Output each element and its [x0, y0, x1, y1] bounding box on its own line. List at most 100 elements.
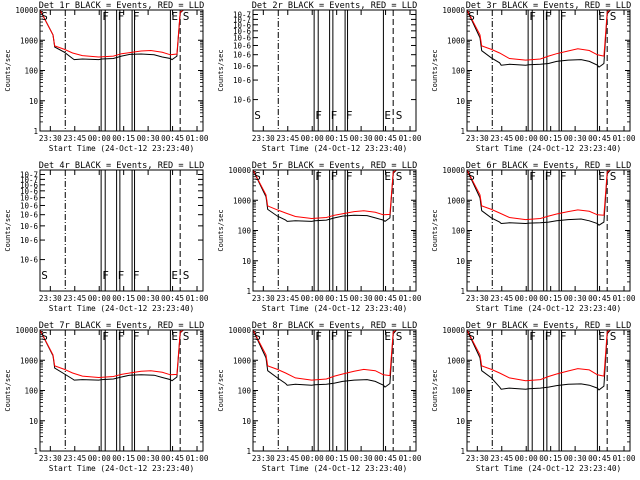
marker-letter: E [598, 330, 605, 343]
y-tick-label: 10000 [442, 6, 465, 15]
y-tick-label: 10 [242, 417, 252, 426]
y-tick-label: 10-6 [20, 194, 39, 203]
marker-letter: F [331, 330, 338, 343]
marker-letter: F [545, 170, 552, 183]
x-tick-label: 00:45 [588, 294, 611, 303]
x-tick-label: 00:30 [137, 454, 160, 463]
x-tick-label: 00:00 [301, 134, 324, 143]
y-tick-label: 10-6 [20, 256, 39, 265]
marker-letter: S [183, 330, 190, 343]
marker-letter: S [254, 330, 261, 343]
marker-letter: S [254, 170, 261, 183]
x-tick-label: 23:30 [466, 294, 489, 303]
marker-letter: F [315, 170, 322, 183]
x-tick-label: 01:00 [613, 134, 636, 143]
panel-title: Det 5r BLACK = Events, RED = LLD [252, 161, 418, 171]
x-tick-label: 23:30 [466, 454, 489, 463]
marker-letter: F [133, 10, 140, 23]
y-tick-label: 10000 [228, 166, 251, 175]
x-tick-label: 00:45 [161, 454, 184, 463]
marker-letter: S [468, 10, 475, 23]
x-tick-label: 00:30 [137, 134, 160, 143]
panel-title: Det 2r BLACK = Events, RED = LLD [252, 1, 418, 11]
plot-frame [252, 9, 417, 132]
series-lld [466, 329, 611, 382]
marker-letter: S [183, 269, 190, 282]
y-tick-label: 100 [451, 67, 465, 76]
panel-det-3: Det 3r BLACK = Events, RED = LLD Counts/s… [431, 1, 636, 153]
panel-title: Det 1r BLACK = Events, RED = LLD [39, 1, 205, 11]
panel-det-9: Det 9r BLACK = Events, RED = LLD Counts/s… [431, 321, 636, 473]
x-tick-label: 00:45 [374, 294, 397, 303]
plot-frame [39, 169, 204, 292]
x-tick-label: 00:30 [564, 134, 587, 143]
marker-letter: F [560, 10, 567, 23]
marker-letter: E [171, 10, 178, 23]
x-tick-label: 23:30 [39, 454, 62, 463]
marker-letter: E [598, 170, 605, 183]
panel-det-4: Det 4r BLACK = Events, RED = LLD Counts/s… [4, 161, 209, 313]
marker-letter: S [396, 330, 403, 343]
x-tick-label: 00:00 [88, 454, 111, 463]
y-tick-label: 10-6 [233, 41, 252, 50]
y-tick-label: 10 [456, 257, 466, 266]
x-tick-label: 00:00 [515, 294, 538, 303]
y-tick-label: 10-6 [233, 76, 252, 85]
x-tick-label: 00:30 [350, 454, 373, 463]
x-tick-label: 00:15 [539, 454, 562, 463]
x-tick-label: 01:00 [399, 134, 422, 143]
x-axis-label: Start Time (24-Oct-12 23:23:40) [262, 144, 408, 153]
x-tick-label: 23:45 [490, 294, 513, 303]
y-tick-label: 1000 [233, 196, 252, 205]
marker-letter: F [102, 269, 109, 282]
panel-det-1: Det 1r BLACK = Events, RED = LLD Counts/s… [4, 1, 209, 153]
x-tick-label: 00:00 [88, 294, 111, 303]
y-tick-label: 100 [24, 387, 38, 396]
series-lld [252, 329, 397, 381]
y-tick-label: 1 [246, 287, 251, 296]
series-events [39, 9, 184, 61]
y-axis-label: Counts/sec [217, 209, 225, 251]
x-tick-label: 00:30 [350, 294, 373, 303]
y-tick-label: 1000 [20, 356, 39, 365]
series-events [466, 9, 611, 68]
y-axis-label: Counts/sec [431, 369, 439, 411]
marker-letter: S [610, 330, 617, 343]
marker-letter: F [315, 109, 322, 122]
y-tick-label: 10000 [15, 326, 38, 335]
marker-letter: F [529, 10, 536, 23]
x-tick-label: 01:00 [186, 294, 209, 303]
x-tick-label: 00:15 [112, 294, 135, 303]
x-axis-label: Start Time (24-Oct-12 23:23:40) [476, 304, 622, 313]
plot-frame [466, 169, 631, 292]
x-tick-label: 23:45 [63, 134, 86, 143]
x-tick-label: 23:45 [276, 134, 299, 143]
marker-letter: S [396, 170, 403, 183]
panel-det-5: Det 5r BLACK = Events, RED = LLD Counts/s… [217, 161, 422, 313]
marker-letter: F [331, 170, 338, 183]
marker-letter: F [346, 170, 353, 183]
marker-letter: F [133, 269, 140, 282]
y-axis-label: Counts/sec [4, 209, 12, 251]
marker-letter: S [183, 10, 190, 23]
y-tick-label: 10-6 [20, 236, 39, 245]
x-tick-label: 00:15 [112, 134, 135, 143]
marker-letter: S [396, 109, 403, 122]
x-tick-label: 00:45 [161, 134, 184, 143]
marker-letter: F [315, 330, 322, 343]
y-tick-label: 100 [451, 387, 465, 396]
y-tick-label: 1 [460, 127, 465, 136]
x-axis-label: Start Time (24-Oct-12 23:23:40) [49, 464, 195, 473]
panel-title: Det 9r BLACK = Events, RED = LLD [466, 321, 632, 331]
y-tick-label: 10-6 [20, 222, 39, 231]
marker-letter: E [598, 10, 605, 23]
x-tick-label: 01:00 [613, 454, 636, 463]
series-events [39, 329, 184, 382]
x-tick-label: 23:45 [63, 294, 86, 303]
y-tick-label: 100 [451, 227, 465, 236]
y-tick-label: 1 [460, 447, 465, 456]
marker-letter: E [171, 330, 178, 343]
x-tick-label: 00:15 [539, 134, 562, 143]
x-axis-label: Start Time (24-Oct-12 23:23:40) [49, 144, 195, 153]
y-tick-label: 10-6 [233, 34, 252, 43]
